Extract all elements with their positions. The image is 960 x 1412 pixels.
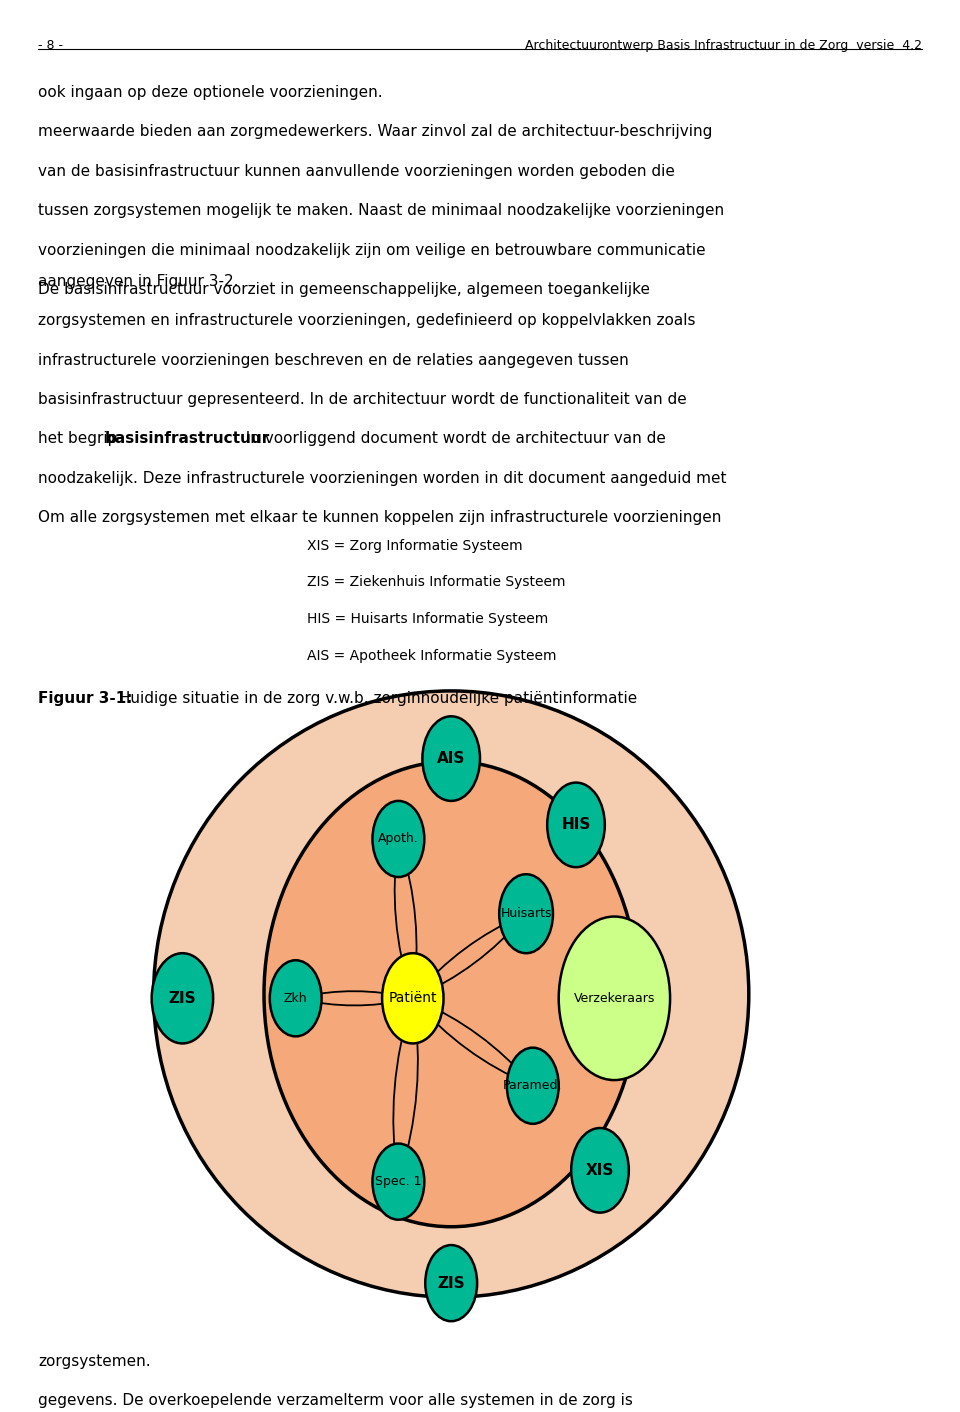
Text: aangegeven in Figuur 3-2.: aangegeven in Figuur 3-2.: [38, 274, 239, 288]
Text: noodzakelijk. Deze infrastructurele voorzieningen worden in dit document aangedu: noodzakelijk. Deze infrastructurele voor…: [38, 472, 727, 486]
Circle shape: [422, 716, 480, 801]
Circle shape: [425, 1245, 477, 1322]
Text: De basisinfrastructuur voorziet in gemeenschappelijke, algemeen toegankelijke: De basisinfrastructuur voorziet in gemee…: [38, 282, 651, 297]
Text: basisinfrastructuur: basisinfrastructuur: [105, 432, 270, 446]
Text: Paramed.: Paramed.: [503, 1079, 563, 1093]
Text: ZIS: ZIS: [169, 991, 196, 1005]
Text: basisinfrastructuur gepresenteerd. In de architectuur wordt de functionaliteit v: basisinfrastructuur gepresenteerd. In de…: [38, 393, 687, 407]
Text: - 8 -: - 8 -: [38, 40, 63, 52]
Text: zorgsystemen en infrastructurele voorzieningen, gedefinieerd op koppelvlakken zo: zorgsystemen en infrastructurele voorzie…: [38, 313, 696, 328]
Text: Patiënt: Patiënt: [389, 991, 437, 1005]
Circle shape: [372, 801, 424, 877]
Text: HIS = Huisarts Informatie Systeem: HIS = Huisarts Informatie Systeem: [307, 611, 548, 626]
Text: Figuur 3-1:: Figuur 3-1:: [38, 690, 132, 706]
Text: voorzieningen die minimaal noodzakelijk zijn om veilige en betrouwbare communica: voorzieningen die minimaal noodzakelijk …: [38, 243, 706, 257]
Circle shape: [270, 960, 322, 1036]
Ellipse shape: [154, 690, 749, 1298]
Circle shape: [499, 874, 553, 953]
Text: gegevens. De overkoepelende verzamelterm voor alle systemen in de zorg is: gegevens. De overkoepelende verzamelterm…: [38, 1394, 634, 1408]
Circle shape: [571, 1128, 629, 1213]
Text: ZIS: ZIS: [438, 1275, 465, 1291]
Text: van de basisinfrastructuur kunnen aanvullende voorzieningen worden geboden die: van de basisinfrastructuur kunnen aanvul…: [38, 164, 675, 178]
Text: Apoth.: Apoth.: [378, 833, 419, 846]
Text: HIS: HIS: [562, 818, 590, 833]
Text: Spec. 1: Spec. 1: [375, 1175, 421, 1187]
Circle shape: [547, 782, 605, 867]
Text: tussen zorgsystemen mogelijk te maken. Naast de minimaal noodzakelijke voorzieni: tussen zorgsystemen mogelijk te maken. N…: [38, 203, 725, 217]
Text: AIS = Apotheek Informatie Systeem: AIS = Apotheek Informatie Systeem: [307, 648, 557, 662]
Text: AIS: AIS: [437, 751, 466, 767]
Circle shape: [372, 1144, 424, 1220]
Text: Om alle zorgsystemen met elkaar te kunnen koppelen zijn infrastructurele voorzie: Om alle zorgsystemen met elkaar te kunne…: [38, 510, 722, 525]
Circle shape: [152, 953, 213, 1043]
Text: ook ingaan op deze optionele voorzieningen.: ook ingaan op deze optionele voorziening…: [38, 85, 383, 100]
Text: zorgsystemen.: zorgsystemen.: [38, 1354, 151, 1368]
Text: Huisarts: Huisarts: [500, 908, 552, 921]
Ellipse shape: [264, 761, 638, 1227]
Text: Verzekeraars: Verzekeraars: [574, 991, 655, 1005]
Circle shape: [559, 916, 670, 1080]
Text: XIS: XIS: [586, 1163, 614, 1178]
Text: infrastructurele voorzieningen beschreven en de relaties aangegeven tussen: infrastructurele voorzieningen beschreve…: [38, 353, 629, 367]
Text: het begrip: het begrip: [38, 432, 123, 446]
Text: Huidige situatie in de zorg v.w.b. zorginhoudelijke patiëntinformatie: Huidige situatie in de zorg v.w.b. zorgi…: [114, 690, 637, 706]
Text: Architectuurontwerp Basis Infrastructuur in de Zorg  versie  4.2: Architectuurontwerp Basis Infrastructuur…: [524, 40, 922, 52]
Text: meerwaarde bieden aan zorgmedewerkers. Waar zinvol zal de architectuur-beschrijv: meerwaarde bieden aan zorgmedewerkers. W…: [38, 124, 712, 140]
Text: Zkh: Zkh: [284, 991, 307, 1005]
Circle shape: [507, 1048, 559, 1124]
Text: . In voorliggend document wordt de architectuur van de: . In voorliggend document wordt de archi…: [236, 432, 666, 446]
Text: ZIS = Ziekenhuis Informatie Systeem: ZIS = Ziekenhuis Informatie Systeem: [307, 575, 565, 589]
Circle shape: [382, 953, 444, 1043]
Text: XIS = Zorg Informatie Systeem: XIS = Zorg Informatie Systeem: [307, 538, 523, 552]
